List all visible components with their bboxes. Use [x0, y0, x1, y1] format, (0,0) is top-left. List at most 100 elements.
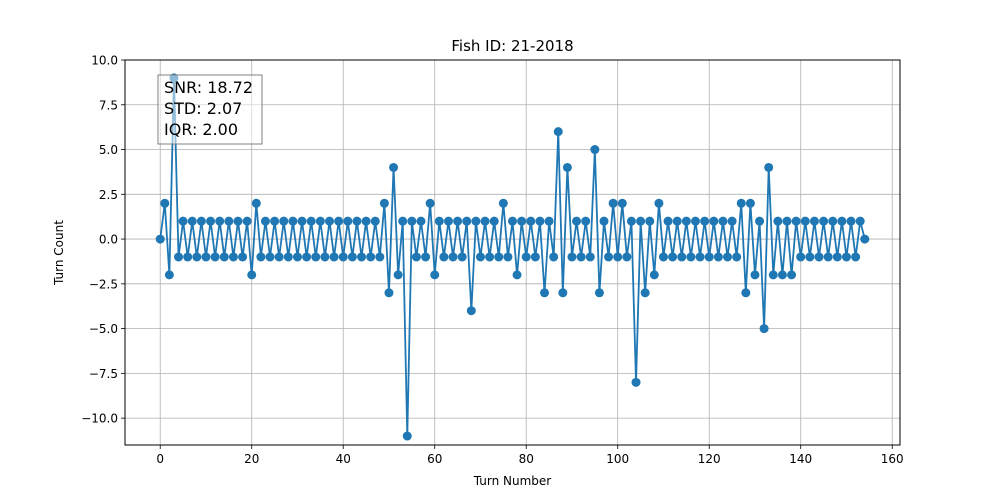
- data-point: [389, 162, 399, 172]
- data-point: [265, 252, 275, 262]
- data-point: [805, 252, 815, 262]
- data-point: [727, 216, 737, 226]
- data-point: [658, 252, 668, 262]
- x-tick-label: 80: [519, 452, 534, 466]
- x-tick-label: 100: [606, 452, 629, 466]
- data-point: [530, 252, 540, 262]
- data-point: [164, 270, 174, 280]
- data-point: [626, 216, 636, 226]
- data-point: [828, 216, 838, 226]
- data-point: [704, 252, 714, 262]
- data-point: [270, 216, 280, 226]
- stats-snr: SNR: 18.72: [164, 78, 253, 97]
- data-point: [192, 252, 202, 262]
- data-point: [297, 216, 307, 226]
- data-point: [841, 252, 851, 262]
- data-point: [654, 198, 664, 208]
- data-point: [247, 270, 257, 280]
- data-point: [823, 252, 833, 262]
- data-point: [466, 306, 476, 316]
- y-tick-label: −7.5: [89, 367, 118, 381]
- x-tick-label: 0: [156, 452, 164, 466]
- data-point: [448, 252, 458, 262]
- data-point: [329, 252, 339, 262]
- data-point: [402, 431, 412, 441]
- data-point: [407, 216, 417, 226]
- data-point: [768, 270, 778, 280]
- data-point: [517, 216, 527, 226]
- data-point: [540, 288, 550, 298]
- data-point: [750, 270, 760, 280]
- data-point: [604, 252, 614, 262]
- data-point: [544, 216, 554, 226]
- data-point: [613, 252, 623, 262]
- data-point: [686, 252, 696, 262]
- data-point: [800, 216, 810, 226]
- data-point: [814, 252, 824, 262]
- data-point: [581, 216, 591, 226]
- data-point: [475, 252, 485, 262]
- data-point: [851, 252, 861, 262]
- data-point: [279, 216, 289, 226]
- data-point: [681, 216, 691, 226]
- data-point: [622, 252, 632, 262]
- data-point: [325, 216, 334, 226]
- data-point: [411, 252, 421, 262]
- data-point: [334, 216, 344, 226]
- y-tick-label: 7.5: [99, 98, 118, 112]
- data-point: [302, 252, 312, 262]
- data-point: [155, 234, 165, 244]
- data-point: [549, 252, 559, 262]
- data-point: [590, 145, 600, 155]
- data-point: [183, 252, 193, 262]
- data-point: [567, 252, 577, 262]
- data-point: [210, 252, 220, 262]
- data-point: [398, 216, 408, 226]
- x-tick-label: 120: [698, 452, 721, 466]
- data-point: [855, 216, 865, 226]
- data-point: [233, 216, 243, 226]
- x-tick-label: 20: [244, 452, 259, 466]
- data-point: [773, 216, 783, 226]
- data-point: [306, 216, 316, 226]
- data-point: [576, 252, 586, 262]
- y-tick-label: 10.0: [91, 54, 118, 68]
- data-point: [594, 288, 604, 298]
- data-point: [443, 216, 453, 226]
- data-point: [201, 252, 211, 262]
- data-point: [668, 252, 678, 262]
- data-point: [370, 216, 380, 226]
- data-point: [732, 252, 742, 262]
- data-point: [352, 216, 362, 226]
- data-point: [585, 252, 595, 262]
- data-point: [256, 252, 266, 262]
- data-point: [562, 162, 572, 172]
- data-point: [315, 216, 325, 226]
- y-axis-ticks: −10.0 −7.5 −5.0 −2.5 0.0 2.5 5.0 7.5 10.0: [81, 54, 125, 426]
- data-point: [288, 216, 298, 226]
- series-turn-count: [155, 73, 870, 441]
- y-axis-title: Turn Count: [52, 220, 66, 286]
- data-point: [489, 216, 499, 226]
- data-point: [187, 216, 197, 226]
- data-point: [206, 216, 216, 226]
- data-point: [759, 324, 769, 334]
- data-point: [736, 198, 746, 208]
- y-tick-label: 2.5: [99, 188, 118, 202]
- data-point: [617, 198, 627, 208]
- data-point: [636, 216, 646, 226]
- data-point: [718, 216, 728, 226]
- x-tick-label: 40: [336, 452, 351, 466]
- data-point: [796, 252, 806, 262]
- data-point: [292, 252, 302, 262]
- stats-std: STD: 2.07: [164, 99, 242, 118]
- x-axis-title: Turn Number: [473, 474, 552, 488]
- data-point: [421, 252, 431, 262]
- data-point: [700, 216, 710, 226]
- data-point: [649, 270, 659, 280]
- stats-box-frame: [157, 74, 263, 145]
- data-point: [361, 216, 371, 226]
- data-point: [453, 216, 463, 226]
- data-point: [553, 127, 563, 137]
